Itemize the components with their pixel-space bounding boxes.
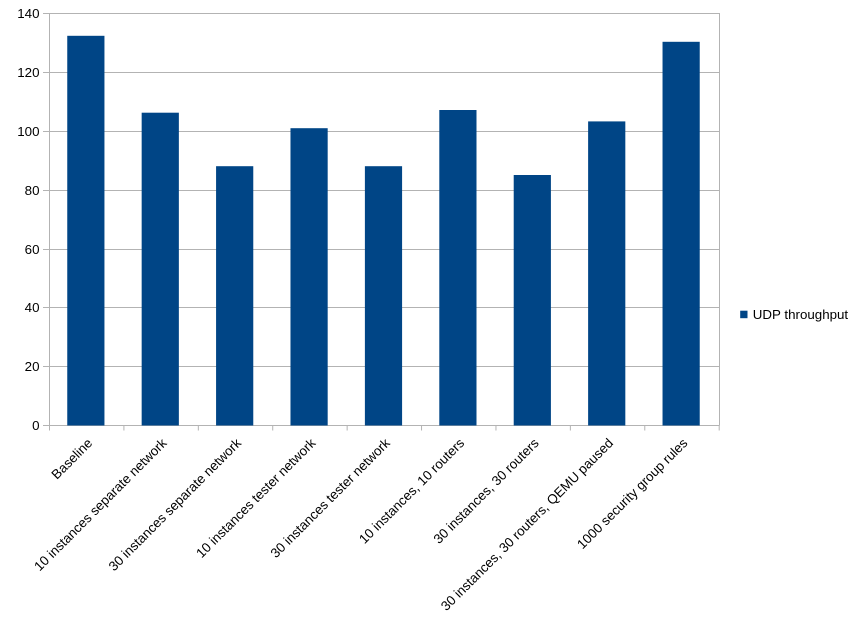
svg-text:140: 140 (17, 6, 39, 21)
svg-text:40: 40 (25, 300, 40, 315)
svg-text:60: 60 (25, 242, 40, 257)
svg-text:100: 100 (17, 124, 39, 139)
svg-text:0: 0 (32, 418, 39, 433)
svg-text:UDP throughput: UDP throughput (753, 307, 849, 322)
svg-text:20: 20 (25, 359, 40, 374)
svg-text:80: 80 (25, 183, 40, 198)
svg-text:120: 120 (17, 65, 39, 80)
